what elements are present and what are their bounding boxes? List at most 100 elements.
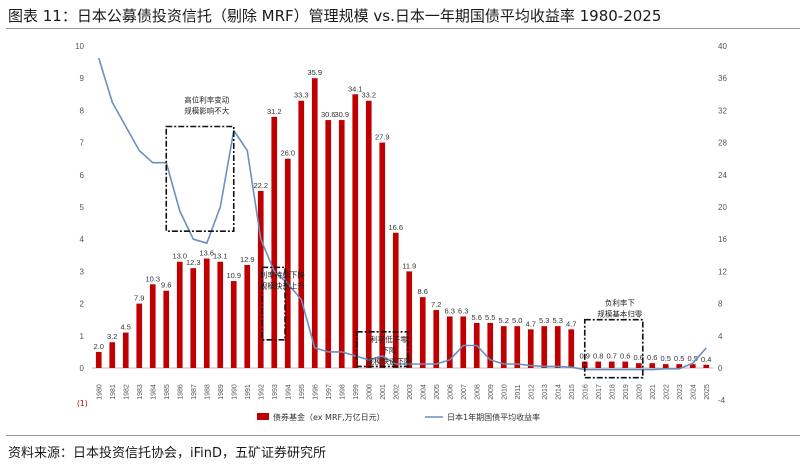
y-tick-label: 4 [80,235,85,244]
x-tick-label: 1987 [191,384,198,400]
bar-data-label: 0.4 [701,355,711,364]
x-tick-label: 2003 [407,384,414,400]
y2-tick-label: 0 [718,364,723,373]
x-tick-label: 2012 [528,384,535,400]
y2-tick-label: 40 [718,42,727,51]
x-tick-label: 2010 [501,384,508,400]
bar-data-label: 7.2 [431,300,441,309]
yield-line [98,57,707,371]
bar-data-label: 10.3 [145,274,160,283]
x-tick-label: 1994 [285,384,292,400]
bar-data-label: 13.1 [213,252,228,261]
x-tick-label: 2000 [366,384,373,400]
bar-data-label: 27.9 [375,133,390,142]
bar [176,261,183,368]
x-tick-label: 2023 [677,384,684,400]
bar [568,329,575,368]
bar-data-label: 33.3 [294,91,309,100]
y2-tick-label: 32 [718,106,727,115]
annotation-box [165,125,235,232]
x-tick-label: 2018 [609,384,616,400]
bar-data-label: 5.2 [499,316,509,325]
annotation-text: 负利率下 [605,298,635,308]
x-tick-label: 1990 [231,384,238,400]
bar [338,120,345,368]
bar [379,142,386,368]
bar-data-label: 13.6 [199,249,214,258]
bar [487,322,494,368]
line-series [98,57,707,371]
legend-swatch-bar [257,413,269,420]
y2-tick-label: 24 [718,171,727,180]
legend-label-bar: 债券基金（ex MRF,万亿日元） [273,412,385,422]
x-tick-label: 1986 [177,384,184,400]
x-tick-label: 2008 [474,384,481,400]
bar-data-label: 6.3 [445,306,455,315]
x-tick-label: 1995 [299,384,306,400]
bar [662,364,669,368]
bar [392,232,399,368]
x-tick-label: 2001 [380,384,387,400]
bar [433,310,440,368]
annotation-text: 利率持续下降 [260,269,305,279]
annotation-box [583,318,644,379]
bar-data-label: 5.3 [539,316,549,325]
bar-data-label: 4.7 [566,319,576,328]
x-tick-label: 1989 [218,384,225,400]
y2-tick-label: 20 [718,203,727,212]
bar-data-label: 9.6 [161,281,171,290]
bar-data-label: 4.7 [526,319,536,328]
bar [271,116,278,368]
y-tick-label: 8 [80,106,85,115]
bar [365,100,372,369]
bar-data-label: 0.5 [661,354,671,363]
bar [689,364,696,368]
x-tick-label: 1981 [110,384,117,400]
bar-data-label: 0.5 [688,354,698,363]
annotation-text: 规模快速下降 [367,356,412,366]
x-tick-label: 1996 [312,384,319,400]
x-tick-label: 2006 [447,384,454,400]
x-tick-label: 1998 [339,384,346,400]
annotation-text: 利率低于零 [370,334,408,344]
x-tick-label: 1991 [245,384,252,400]
x-tick-label: 2011 [515,384,522,399]
bar [163,290,170,368]
bar-data-label: 34.1 [348,84,363,93]
bar-data-label: 31.2 [267,107,282,116]
bar-data-label: 33.2 [361,91,376,100]
annotation-text: 高位利率变动 [184,95,229,105]
x-tick-label: 1988 [204,384,211,400]
bar-data-label: 0.6 [634,353,644,362]
chart: 2.03.2 4.5 7.9 10.39.6 13.012.313.613.1 10.9 1… [75,42,727,422]
bar [649,363,656,368]
bar-data-label: 0.5 [674,354,684,363]
y-tick-label: 6 [80,171,85,180]
x-tick-label: 2020 [636,384,643,400]
y2-tick-label: -4 [718,396,726,405]
y2-tick-label: 16 [718,235,727,244]
x-tick-label: 2024 [690,384,697,400]
x-tick-label: 1984 [150,384,157,400]
x-tick-label: 2025 [704,384,711,400]
x-tick-label: 2014 [555,384,562,400]
bar [230,281,237,368]
bar-data-label: 5.5 [485,313,495,322]
bar-data-label: 5.0 [512,316,522,325]
bar [149,284,156,368]
bar [311,78,318,368]
bar [244,264,251,368]
annotation-text: 规模影响不大 [184,106,229,116]
y2-tick-label: 8 [718,300,723,309]
bar-data-label: 26.0 [280,149,295,158]
bar [217,261,224,368]
legend: 债券基金（ex MRF,万亿日元） 日本1年期国债平均收益率 [257,412,540,422]
bar [122,332,129,368]
y-tick-label: 3 [80,267,85,276]
x-tick-label: 2009 [488,384,495,400]
bar [406,271,413,368]
bar [554,326,561,368]
bar-data-label: 22.2 [253,181,268,190]
bar [419,297,426,368]
bar-data-label: 8.6 [418,287,428,296]
